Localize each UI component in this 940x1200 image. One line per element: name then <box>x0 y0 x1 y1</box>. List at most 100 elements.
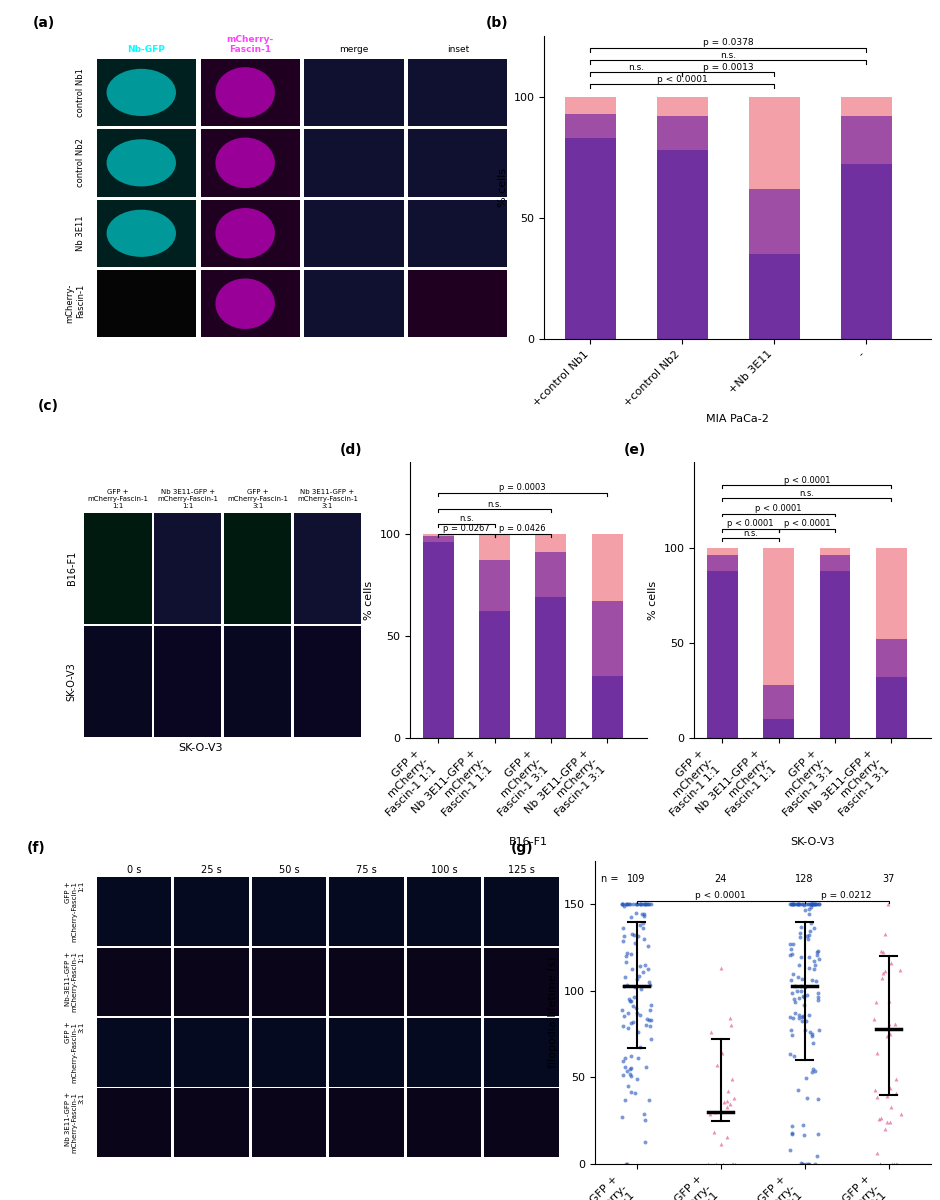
FancyBboxPatch shape <box>484 877 558 946</box>
Point <box>726 1154 741 1174</box>
Point <box>799 926 814 946</box>
Point <box>623 1013 638 1032</box>
Point <box>619 1062 634 1081</box>
Point <box>870 1087 885 1106</box>
Point <box>632 1006 647 1025</box>
Bar <box>591 677 622 738</box>
FancyBboxPatch shape <box>97 199 196 266</box>
FancyBboxPatch shape <box>484 1018 558 1087</box>
FancyBboxPatch shape <box>252 1088 326 1157</box>
Point <box>615 1000 630 1019</box>
Point <box>644 995 659 1014</box>
Point <box>879 1026 894 1045</box>
Point <box>794 1012 809 1031</box>
Point <box>882 1025 897 1044</box>
Point <box>616 918 631 937</box>
Point <box>884 954 899 973</box>
Text: 75 s: 75 s <box>356 865 377 875</box>
Point <box>783 1044 798 1063</box>
Point <box>623 1067 638 1086</box>
Text: (a): (a) <box>33 16 55 30</box>
Point <box>702 1105 717 1124</box>
Point <box>641 972 656 991</box>
Point <box>782 935 797 954</box>
FancyBboxPatch shape <box>484 1088 558 1157</box>
Bar <box>820 570 851 738</box>
Point <box>617 1007 632 1026</box>
Bar <box>536 534 567 552</box>
Point <box>804 895 819 914</box>
Point <box>797 996 812 1015</box>
FancyBboxPatch shape <box>97 1018 171 1087</box>
Point <box>811 949 826 968</box>
FancyBboxPatch shape <box>305 270 403 337</box>
Point <box>893 1105 908 1124</box>
Point <box>795 895 810 914</box>
Point <box>618 1090 633 1109</box>
Point <box>890 1154 905 1174</box>
Point <box>810 984 825 1003</box>
Point <box>630 895 645 914</box>
Point <box>801 959 816 978</box>
FancyBboxPatch shape <box>329 877 403 946</box>
Text: control Nb1: control Nb1 <box>76 68 85 116</box>
Point <box>802 1006 817 1025</box>
Bar <box>763 547 794 684</box>
Point <box>800 1088 815 1108</box>
Bar <box>565 138 616 338</box>
Point <box>873 1108 888 1127</box>
Point <box>618 1057 633 1076</box>
FancyBboxPatch shape <box>154 626 222 737</box>
Point <box>877 1120 892 1139</box>
Point <box>870 1144 885 1163</box>
Bar <box>657 116 708 150</box>
Point <box>808 895 823 914</box>
X-axis label: MIA PaCa-2: MIA PaCa-2 <box>706 414 769 424</box>
Text: p < 0.0001: p < 0.0001 <box>784 475 830 485</box>
Point <box>797 1020 812 1039</box>
Point <box>723 1094 738 1114</box>
Point <box>640 960 655 979</box>
Text: n.s.: n.s. <box>799 488 814 498</box>
Bar <box>423 535 454 542</box>
Bar <box>749 254 800 338</box>
Point <box>629 904 644 923</box>
Point <box>791 967 806 986</box>
Text: (c): (c) <box>38 398 58 413</box>
Point <box>620 895 635 914</box>
FancyBboxPatch shape <box>85 512 151 624</box>
Point <box>787 990 802 1009</box>
FancyBboxPatch shape <box>200 59 300 126</box>
Point <box>637 955 652 974</box>
Point <box>883 1112 898 1132</box>
Point <box>792 928 807 947</box>
Text: p < 0.0001: p < 0.0001 <box>657 74 708 84</box>
Point <box>802 948 817 967</box>
Point <box>641 1010 656 1030</box>
Point <box>788 1003 803 1022</box>
Point <box>619 895 634 914</box>
Text: p = 0.0003: p = 0.0003 <box>499 484 546 492</box>
X-axis label: SK-O-V3: SK-O-V3 <box>791 838 835 847</box>
Point <box>792 923 807 942</box>
Point <box>628 978 643 997</box>
Point <box>871 1109 886 1128</box>
FancyBboxPatch shape <box>97 59 196 126</box>
Point <box>810 1090 825 1109</box>
Point <box>867 1009 882 1028</box>
Point <box>811 895 826 914</box>
Point <box>713 1135 728 1154</box>
Point <box>641 936 656 955</box>
Ellipse shape <box>106 210 176 257</box>
Point <box>782 1140 797 1159</box>
Text: SK-O-V3: SK-O-V3 <box>178 744 222 754</box>
Point <box>624 991 639 1010</box>
Point <box>808 972 823 991</box>
Point <box>785 1008 800 1027</box>
Bar <box>657 96 708 116</box>
Point <box>806 895 821 914</box>
Point <box>794 968 809 988</box>
Point <box>872 1154 887 1174</box>
FancyBboxPatch shape <box>97 270 196 337</box>
Point <box>795 986 810 1006</box>
